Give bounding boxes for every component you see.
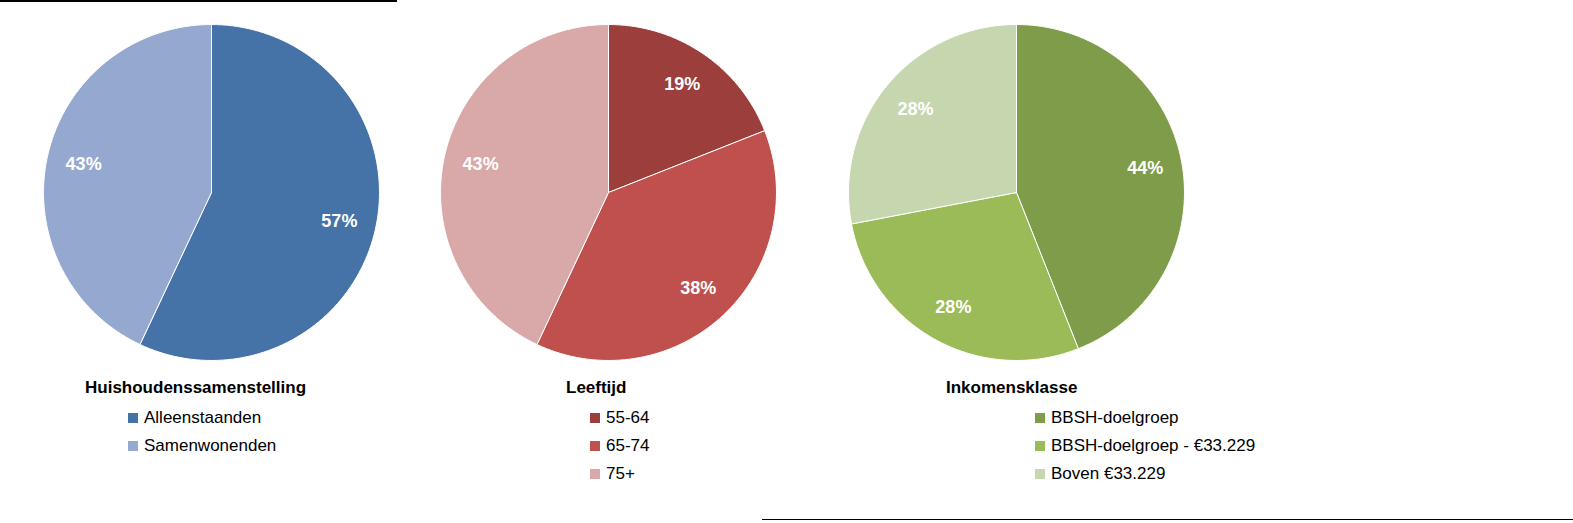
html-text:Boven €33.229: Boven €33.229	[1051, 464, 1166, 483]
svg-text:44%: 44%	[1127, 158, 1163, 178]
svg-text:28%: 28%	[898, 99, 934, 119]
html-text:65-74: 65-74	[606, 436, 650, 455]
html-text:Samenwonenden: Samenwonenden	[144, 436, 277, 455]
svg-text:19%: 19%	[664, 74, 700, 94]
html-text:BBSH-doelgroep: BBSH-doelgroep	[1051, 408, 1179, 427]
html-text:55-64: 55-64	[606, 408, 650, 427]
html-text:BBSH-doelgroep - €33.229: BBSH-doelgroep - €33.229	[1051, 436, 1256, 455]
html-text:Huishoudenssamenstelling: Huishoudenssamenstelling	[85, 378, 306, 397]
html-text:Alleenstaanden: Alleenstaanden	[144, 408, 262, 427]
svg-text:43%: 43%	[66, 154, 102, 174]
svg-text:28%: 28%	[935, 297, 971, 317]
html-text:Inkomensklasse: Inkomensklasse	[946, 378, 1078, 397]
svg-text:43%: 43%	[463, 154, 499, 174]
html-text:75+: 75+	[606, 464, 635, 483]
html-text:Leeftijd: Leeftijd	[566, 378, 627, 397]
svg-text:57%: 57%	[321, 211, 357, 231]
svg-text:38%: 38%	[680, 278, 716, 298]
